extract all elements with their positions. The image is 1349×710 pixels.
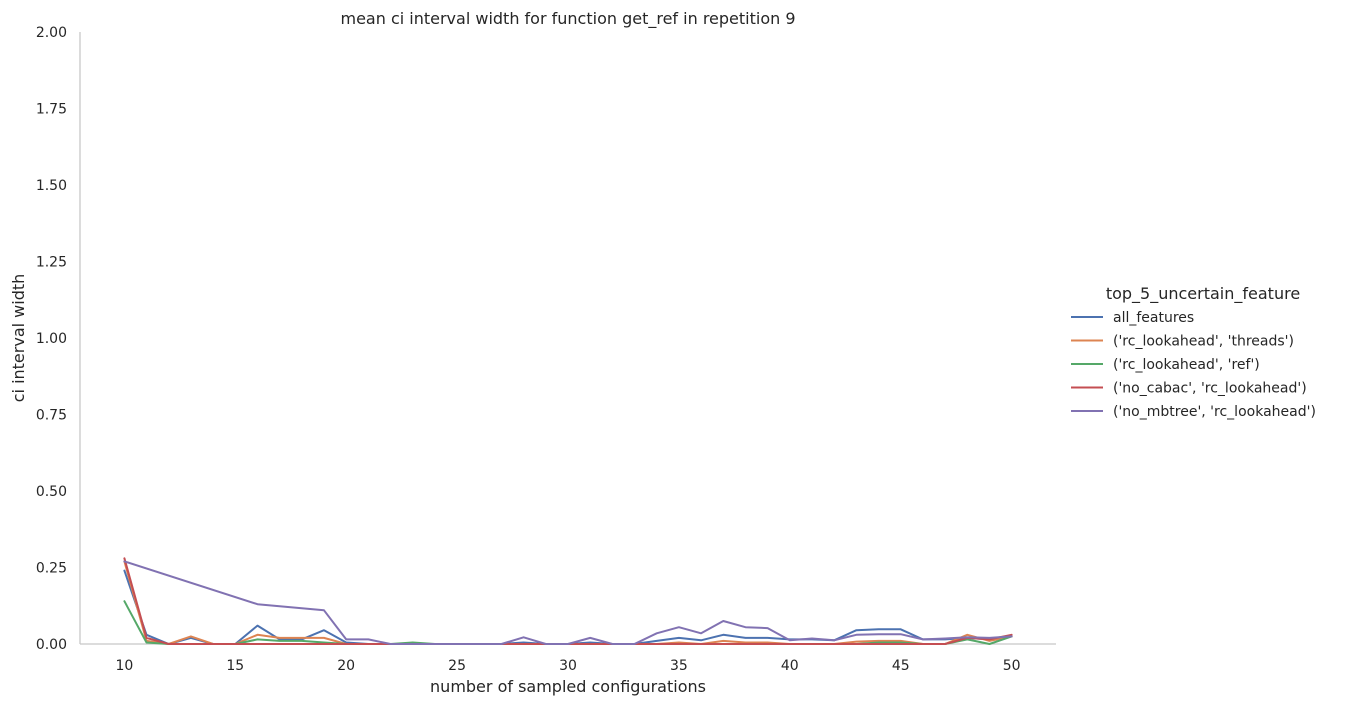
x-tick-label: 10 [115, 658, 133, 674]
y-axis-label: ci interval width [9, 274, 28, 403]
x-tick-label: 40 [781, 658, 799, 674]
y-tick-label: 0.25 [36, 561, 67, 577]
y-tick-label: 2.00 [36, 25, 67, 41]
y-tick-label: 1.75 [36, 102, 67, 118]
y-axis: 0.00 0.25 0.50 0.75 1.00 1.25 1.50 1.75 2.00 [36, 25, 81, 653]
legend-label: ('rc_lookahead', 'ref') [1113, 357, 1260, 373]
series-line-no-mbtree-rc-lookahead [123, 560, 1013, 645]
legend-label: ('no_mbtree', 'rc_lookahead') [1113, 404, 1316, 420]
legend-item-rc-lookahead-threads: ('rc_lookahead', 'threads') [1071, 334, 1294, 350]
chart-title: mean ci interval width for function get_… [340, 9, 795, 29]
series-line-all-features [123, 569, 1013, 645]
legend-label: ('no_cabac', 'rc_lookahead') [1113, 381, 1307, 397]
series-line-rc-lookahead-threads [123, 560, 1013, 645]
legend-title: top_5_uncertain_feature [1106, 284, 1300, 304]
x-axis: 10 15 20 25 30 35 40 45 50 [80, 643, 1056, 674]
legend-item-no-cabac-rc-lookahead: ('no_cabac', 'rc_lookahead') [1071, 381, 1307, 397]
legend: top_5_uncertain_feature all_features ('rc… [1071, 284, 1316, 420]
legend-item-all-features: all_features [1071, 310, 1194, 326]
y-tick-label: 1.00 [36, 331, 67, 347]
x-tick-label: 15 [226, 658, 244, 674]
x-tick-label: 25 [448, 658, 466, 674]
x-tick-label: 45 [892, 658, 910, 674]
legend-item-rc-lookahead-ref: ('rc_lookahead', 'ref') [1071, 357, 1260, 373]
x-tick-label: 50 [1003, 658, 1021, 674]
y-tick-label: 1.25 [36, 255, 67, 271]
y-tick-label: 1.50 [36, 178, 67, 194]
x-tick-label: 30 [559, 658, 577, 674]
x-tick-label: 20 [337, 658, 355, 674]
legend-items: all_features ('rc_lookahead', 'threads') (… [1071, 310, 1316, 420]
series-layer [123, 557, 1013, 645]
legend-label: all_features [1113, 310, 1194, 326]
series-line-rc-lookahead-ref [123, 600, 1013, 645]
x-tick-label: 35 [670, 658, 688, 674]
y-tick-label: 0.75 [36, 408, 67, 424]
legend-item-no-mbtree-rc-lookahead: ('no_mbtree', 'rc_lookahead') [1071, 404, 1316, 420]
series-line-no-cabac-rc-lookahead [123, 557, 1013, 645]
legend-label: ('rc_lookahead', 'threads') [1113, 334, 1294, 350]
x-axis-label: number of sampled configurations [430, 677, 706, 696]
y-tick-label: 0.50 [36, 484, 67, 500]
y-tick-label: 0.00 [36, 637, 67, 653]
